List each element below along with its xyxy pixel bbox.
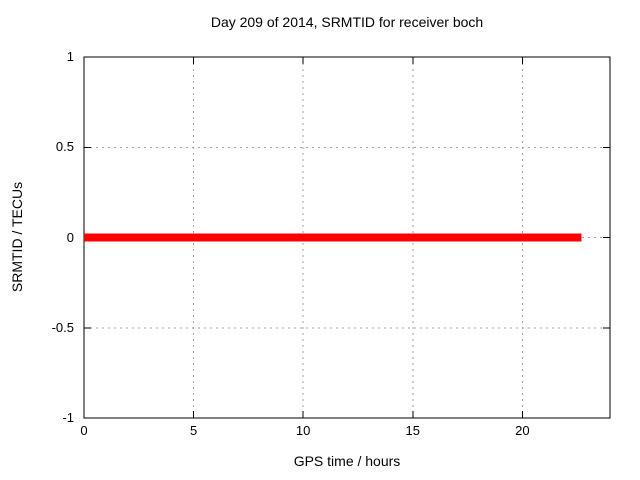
y-tick-label: -0.5 [51, 319, 74, 335]
x-tick-label: 15 [405, 423, 420, 438]
x-tick-label: 20 [515, 423, 530, 438]
y-tick-label: 1 [66, 49, 74, 64]
x-tick-label: 5 [189, 423, 198, 438]
chart-title: Day 209 of 2014, SRMTID for receiver boc… [210, 14, 484, 30]
x-axis-label: GPS time / hours [293, 453, 401, 469]
x-tick-label: 0 [80, 423, 88, 438]
x-tick-label: 10 [295, 423, 311, 438]
y-tick-label: 0.5 [55, 139, 74, 155]
y-tick-label: -1 [62, 410, 74, 425]
y-tick-label: 0 [66, 229, 74, 245]
